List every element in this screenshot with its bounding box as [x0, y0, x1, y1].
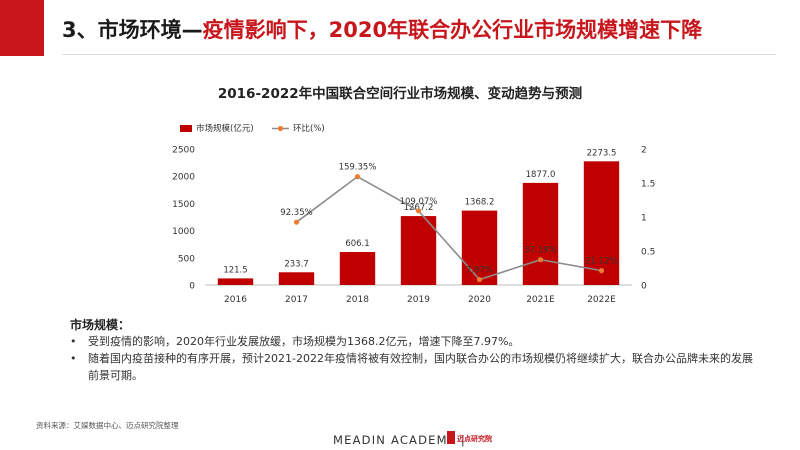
line-point: [598, 268, 605, 274]
bar-value-label: 121.5: [223, 265, 247, 275]
x-tick-label: 2016: [224, 295, 247, 305]
y-right-tick-label: 1: [641, 214, 647, 224]
line-point: [415, 208, 422, 214]
line-point: [293, 219, 300, 225]
data-source-note: 资料来源：艾媒数据中心、迈点研究院整理: [36, 421, 179, 430]
y-right-tick-label: 2: [641, 146, 647, 156]
bullet-text: 随着国内疫苗接种的有序开展，预计2021-2022年疫情将被有效控制，国内联合办…: [88, 352, 753, 382]
bar: [400, 216, 437, 285]
page-title-plain: 3、市场环境—: [62, 18, 203, 42]
logo-text: 迈点研究院: [457, 435, 492, 443]
legend-bar-swatch: [180, 125, 192, 132]
x-tick-label: 2022E: [587, 295, 616, 305]
growth-line: [296, 175, 602, 281]
bar: [278, 272, 315, 285]
legend-line-label: 环比(%): [293, 123, 325, 134]
x-tick-label: 2018: [346, 295, 369, 305]
bar-value-label: 2273.5: [587, 148, 617, 158]
title-divider: [62, 54, 776, 55]
meadin-logo: 迈点研究院: [447, 431, 492, 445]
legend-line-marker: [277, 125, 284, 132]
y-left-tick-label: 2500: [172, 146, 195, 156]
bar: [217, 278, 254, 285]
bar: [522, 182, 559, 285]
bullet-dot: •: [70, 352, 77, 365]
bullet-dot: •: [70, 335, 77, 348]
y-right-tick-label: 0: [641, 282, 647, 292]
chart-title: 2016-2022年中国联合空间行业市场规模、变动趋势与预测: [217, 86, 583, 102]
bar: [339, 252, 376, 285]
x-tick-label: 2021E: [526, 295, 555, 305]
x-tick-label: 2019: [407, 295, 430, 305]
bar-value-label: 1267.2: [404, 203, 434, 213]
line-value-label: 21.12%: [585, 257, 617, 267]
bar-value-label: 1368.2: [465, 198, 495, 208]
market-size-chart: 0 500 1000 1500 2000 2500 0 0.5 1 1.5 2 121.5 233.7 6…: [172, 123, 655, 305]
y-right-tick-label: 0.5: [641, 248, 655, 258]
line-value-label: 7.97%: [466, 266, 493, 276]
line-value-label: 37.19%: [524, 246, 556, 256]
page-title-highlight: 疫情影响下，2020年联合办公行业市场规模增速下降: [202, 18, 703, 42]
bullet-item: • 受到疫情的影响，2020年行业发展放缓，市场规模为1368.2亿元，增速下降至…: [70, 333, 760, 350]
y-left-tick-label: 2000: [172, 173, 195, 183]
legend-bar-label: 市场规模(亿元): [196, 123, 254, 134]
footer-brand: MEADIN ACADEMY |: [333, 433, 466, 447]
logo-mark: [447, 431, 455, 444]
bar-value-label: 606.1: [345, 239, 369, 249]
line-point: [537, 257, 544, 263]
bullet-text: 受到疫情的影响，2020年行业发展放缓，市场规模为1368.2亿元，增速下降至7…: [88, 335, 520, 348]
bullet-item: • 随着国内疫苗接种的有序开展，预计2021-2022年疫情将被有效控制，国内联合…: [70, 350, 760, 384]
y-left-tick-label: 0: [189, 282, 195, 292]
section-label: 市场规模：: [70, 318, 131, 332]
x-tick-label: 2017: [285, 295, 308, 305]
bar: [583, 161, 620, 285]
title-accent-block: [0, 0, 44, 56]
y-left-tick-label: 500: [178, 254, 195, 264]
bullet-list: • 受到疫情的影响，2020年行业发展放缓，市场规模为1368.2亿元，增速下降至…: [70, 333, 760, 384]
page-title: 3、市场环境—疫情影响下，2020年联合办公行业市场规模增速下降: [62, 14, 702, 44]
line-point: [354, 174, 361, 180]
y-right-tick-label: 1.5: [641, 180, 655, 190]
line-point: [476, 276, 483, 283]
y-left-tick-label: 1000: [172, 227, 195, 237]
bar: [461, 210, 498, 285]
line-value-label: 109.07%: [400, 197, 438, 207]
line-value-label: 92.35%: [280, 208, 312, 218]
line-value-label: 159.35%: [339, 163, 377, 173]
bar-value-label: 1877.0: [526, 170, 556, 180]
x-tick-label: 2020: [468, 295, 491, 305]
y-left-tick-label: 1500: [172, 200, 195, 210]
bar-value-label: 233.7: [284, 259, 308, 269]
